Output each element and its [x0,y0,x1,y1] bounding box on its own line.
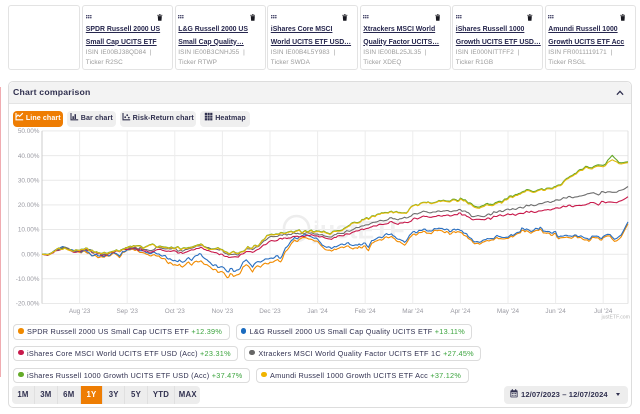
svg-text:Jun '24: Jun '24 [545,308,566,315]
svg-text:Mar '24: Mar '24 [402,308,424,315]
svg-text:Nov '23: Nov '23 [212,308,234,315]
svg-text:-20.00%: -20.00% [16,301,40,308]
svg-text:May '24: May '24 [497,308,520,315]
svg-text:justETF.com: justETF.com [600,315,630,321]
svg-text:Jul '24: Jul '24 [594,308,613,315]
svg-text:50.00%: 50.00% [18,128,40,135]
svg-text:40.00%: 40.00% [18,153,40,160]
svg-text:Oct '23: Oct '23 [165,308,185,315]
svg-text:Jan '24: Jan '24 [307,308,328,315]
svg-text:10.00%: 10.00% [18,227,40,234]
svg-text:Sep '23: Sep '23 [116,308,138,315]
svg-text:-10.00%: -10.00% [16,276,40,283]
svg-text:30.00%: 30.00% [18,177,40,184]
svg-text:Dec '23: Dec '23 [259,308,281,315]
svg-text:0.00%: 0.00% [21,251,39,258]
svg-text:20.00%: 20.00% [18,202,40,209]
svg-text:Apr '24: Apr '24 [450,308,470,315]
svg-text:Feb '24: Feb '24 [355,308,377,315]
svg-text:Aug '23: Aug '23 [69,308,91,315]
